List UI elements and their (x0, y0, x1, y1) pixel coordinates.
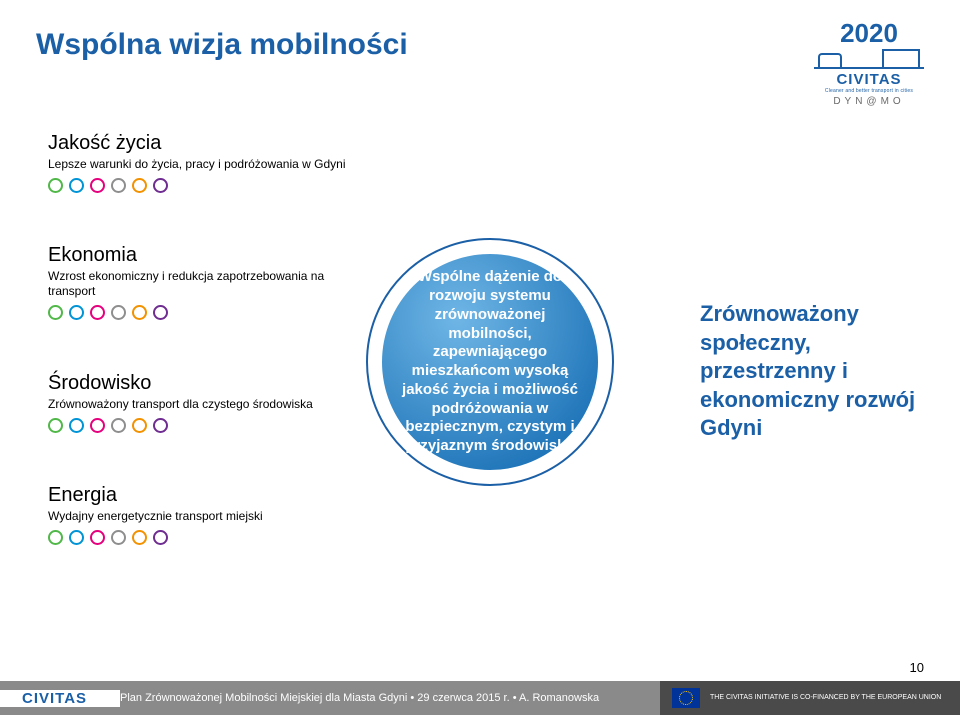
vision-circle: Wspólne dążenie do rozwoju systemu zrówn… (366, 238, 614, 486)
dot-row (48, 418, 348, 438)
dot-icon (69, 418, 84, 433)
block-quality: Jakość życia Lepsze warunki do życia, pr… (48, 132, 348, 198)
block-sub: Lepsze warunki do życia, pracy i podróżo… (48, 157, 348, 172)
block-energy: Energia Wydajny energetycznie transport … (48, 484, 348, 550)
block-sub: Zrównoważony transport dla czystego środ… (48, 397, 348, 412)
dot-icon (132, 178, 147, 193)
vision-circle-text: Wspólne dążenie do rozwoju systemu zrówn… (382, 254, 598, 470)
eu-flag-icon (672, 688, 700, 708)
summary-text: Zrównoważony społeczny, przestrzenny i e… (700, 300, 920, 443)
dot-icon (69, 178, 84, 193)
block-sub: Wzrost ekonomiczny i redukcja zapotrzebo… (48, 269, 348, 299)
dot-row (48, 530, 348, 550)
logo-year: 2020 (814, 18, 924, 49)
block-economy: Ekonomia Wzrost ekonomiczny i redukcja z… (48, 244, 348, 325)
dot-icon (111, 418, 126, 433)
logo-brand: CIVITAS (814, 71, 924, 88)
dot-icon (153, 530, 168, 545)
footer: CIVITAS Plan Zrównoważonej Mobilności Mi… (0, 661, 960, 715)
dot-row (48, 178, 348, 198)
dot-icon (69, 530, 84, 545)
block-heading: Jakość życia (48, 132, 348, 155)
footer-brand: CIVITAS (0, 690, 120, 707)
dot-icon (90, 418, 105, 433)
dot-icon (90, 530, 105, 545)
footer-meta: Plan Zrównoważonej Mobilności Miejskiej … (120, 692, 660, 704)
logo-skyline-icon (814, 47, 924, 69)
block-heading: Energia (48, 484, 348, 507)
block-sub: Wydajny energetycznie transport miejski (48, 509, 348, 524)
dot-icon (48, 418, 63, 433)
dot-icon (132, 305, 147, 320)
dot-icon (48, 305, 63, 320)
logo-sub: DYN@MO (814, 96, 924, 107)
dot-icon (132, 418, 147, 433)
dot-icon (153, 418, 168, 433)
slide-title: Wspólna wizja mobilności (36, 28, 408, 62)
dot-icon (153, 305, 168, 320)
civitas-2020-logo: 2020 CIVITAS Cleaner and better transpor… (814, 18, 924, 103)
block-heading: Środowisko (48, 372, 348, 395)
dot-icon (153, 178, 168, 193)
dot-icon (90, 305, 105, 320)
block-environment: Środowisko Zrównoważony transport dla cz… (48, 372, 348, 438)
footer-bar: CIVITAS Plan Zrównoważonej Mobilności Mi… (0, 681, 960, 715)
dot-icon (111, 305, 126, 320)
footer-right: THE CIVITAS INITIATIVE IS CO-FINANCED BY… (660, 681, 960, 715)
dot-icon (48, 178, 63, 193)
dot-icon (90, 178, 105, 193)
dot-icon (69, 305, 84, 320)
block-heading: Ekonomia (48, 244, 348, 267)
footer-cofinance: THE CIVITAS INITIATIVE IS CO-FINANCED BY… (710, 694, 941, 702)
dot-icon (48, 530, 63, 545)
dot-icon (111, 530, 126, 545)
dot-icon (111, 178, 126, 193)
dot-row (48, 305, 348, 325)
logo-tagline: Cleaner and better transport in cities (814, 88, 924, 94)
dot-icon (132, 530, 147, 545)
